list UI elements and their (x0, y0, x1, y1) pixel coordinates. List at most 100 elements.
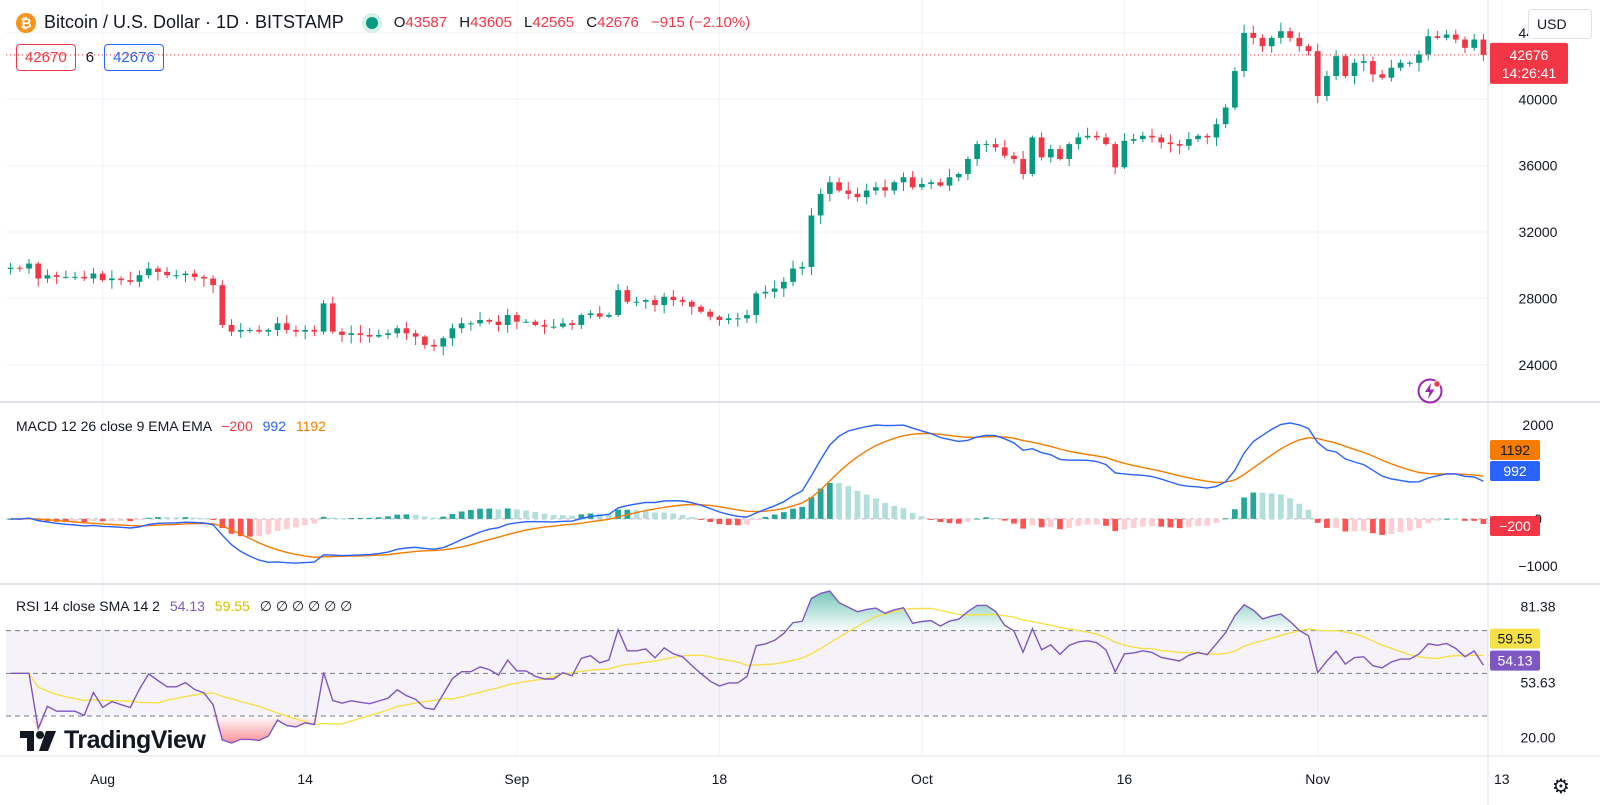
candle-body (1038, 137, 1045, 158)
price-tick-label: 36000 (1519, 158, 1558, 174)
macd-histogram-bar (1388, 518, 1395, 534)
macd-histogram-bar (348, 518, 355, 520)
macd-badge (1490, 461, 1540, 481)
candle-body (514, 315, 520, 322)
macd-histogram-bar (1397, 518, 1404, 533)
macd-histogram-bar (1296, 503, 1303, 519)
macd-histogram-bar (136, 518, 143, 520)
candle-body (1149, 135, 1155, 138)
candle-body (1185, 139, 1192, 146)
macd-legend[interactable]: MACD 12 26 close 9 EMA EMA −200 992 1192 (16, 418, 326, 434)
time-tick-label: 13 (1494, 771, 1510, 787)
candle-body (329, 303, 336, 332)
time-tick-label: Oct (911, 771, 933, 787)
sell-button[interactable]: 42670 (16, 44, 76, 71)
candle-body (1314, 51, 1321, 96)
macd-histogram-bar (514, 509, 520, 519)
spread-value: 6 (85, 49, 95, 66)
currency-selector[interactable]: USD (1528, 9, 1592, 39)
candle-body (1130, 139, 1137, 141)
candle-body (679, 300, 686, 302)
rsi-sma-line (10, 607, 1484, 726)
candle-body (1351, 62, 1358, 77)
macd-histogram-bar (633, 510, 640, 519)
macd-histogram-bar (1020, 518, 1027, 529)
candle-body (587, 313, 594, 316)
macd-signal-badge-text: 1192 (1500, 442, 1530, 458)
macd-histogram-bar (421, 516, 428, 519)
candle-body (642, 300, 649, 302)
candle-body (753, 293, 760, 316)
tradingview-logo[interactable]: TradingView (20, 726, 206, 755)
candle-body (1093, 135, 1100, 138)
macd-histogram-bar (532, 512, 539, 519)
candle-body (449, 328, 456, 339)
macd-signal-badge (1490, 440, 1540, 460)
candle-body (652, 300, 658, 306)
candle-body (1434, 36, 1441, 38)
macd-histogram-bar (191, 517, 198, 519)
time-tick-label: Nov (1305, 771, 1330, 787)
price-tick-label: 28000 (1519, 290, 1558, 306)
price-tick-label: 32000 (1519, 224, 1558, 240)
macd-histogram-bar (1287, 498, 1293, 519)
macd-histogram-bar (1324, 518, 1330, 528)
rsi-badge-text: 54.13 (1497, 653, 1532, 669)
time-tick-label: 18 (712, 771, 728, 787)
lightning-icon[interactable] (1416, 377, 1444, 405)
macd-histogram-bar (974, 518, 980, 520)
candles (7, 22, 1487, 356)
macd-histogram-bar (256, 518, 262, 537)
macd-histogram-bar (900, 508, 907, 519)
time-tick-label: Aug (90, 771, 115, 787)
macd-histogram-bar (992, 517, 999, 519)
macd-histogram-bar (164, 517, 170, 519)
candle-body (560, 323, 566, 327)
symbol-title[interactable]: Bitcoin / U.S. Dollar · 1D · BITSTAMP (44, 12, 344, 32)
rsi-legend[interactable]: RSI 14 close SMA 14 2 54.13 59.55 ∅ ∅ ∅ … (16, 598, 353, 614)
macd-histogram-bar (237, 518, 244, 537)
buy-button[interactable]: 42676 (104, 44, 164, 71)
candle-body (348, 333, 355, 335)
candle-body (863, 190, 870, 198)
macd-histogram-bar (725, 518, 732, 525)
candle-body (1176, 144, 1183, 146)
macd-histogram-bar (596, 513, 603, 519)
macd-histogram-bar (109, 518, 115, 522)
candle-body (937, 182, 944, 186)
candle-body (808, 215, 815, 267)
macd-histogram-bar (1075, 518, 1082, 526)
candle-body (744, 315, 750, 319)
candle-body (311, 329, 318, 332)
macd-histogram-bar (1406, 518, 1413, 531)
macd-histogram-bar (329, 517, 336, 519)
candle-body (486, 320, 493, 322)
rsi-badge (1490, 650, 1540, 671)
macd-histogram-bar (1471, 518, 1478, 521)
candle-body (219, 285, 226, 325)
candle-body (1001, 147, 1008, 156)
settings-gear-icon[interactable]: ⚙ (1552, 776, 1570, 798)
candle-body (210, 278, 216, 286)
price-tick-label: 24000 (1519, 357, 1558, 373)
macd-histogram-bar (863, 494, 870, 519)
macd-histogram-bar (375, 517, 382, 519)
macd-histogram-bar (891, 505, 898, 519)
macd-histogram-bar (99, 518, 106, 522)
candle-body (854, 193, 861, 198)
macd-histogram-bar (679, 514, 686, 519)
macd-histogram-bar (541, 513, 548, 519)
macd-histogram-bar (670, 513, 677, 519)
macd-histogram-bar (854, 490, 861, 519)
candle-body (688, 301, 695, 307)
candle-body (1139, 135, 1146, 140)
candle-body (1250, 32, 1257, 38)
candle-body (992, 144, 999, 148)
macd-histogram-bar (1084, 518, 1091, 525)
time-tick-label: 16 (1117, 771, 1133, 787)
candle-body (403, 328, 410, 334)
price-tick-label: 40000 (1519, 91, 1558, 107)
candle-body (1232, 71, 1238, 108)
candle-body (1158, 137, 1165, 143)
